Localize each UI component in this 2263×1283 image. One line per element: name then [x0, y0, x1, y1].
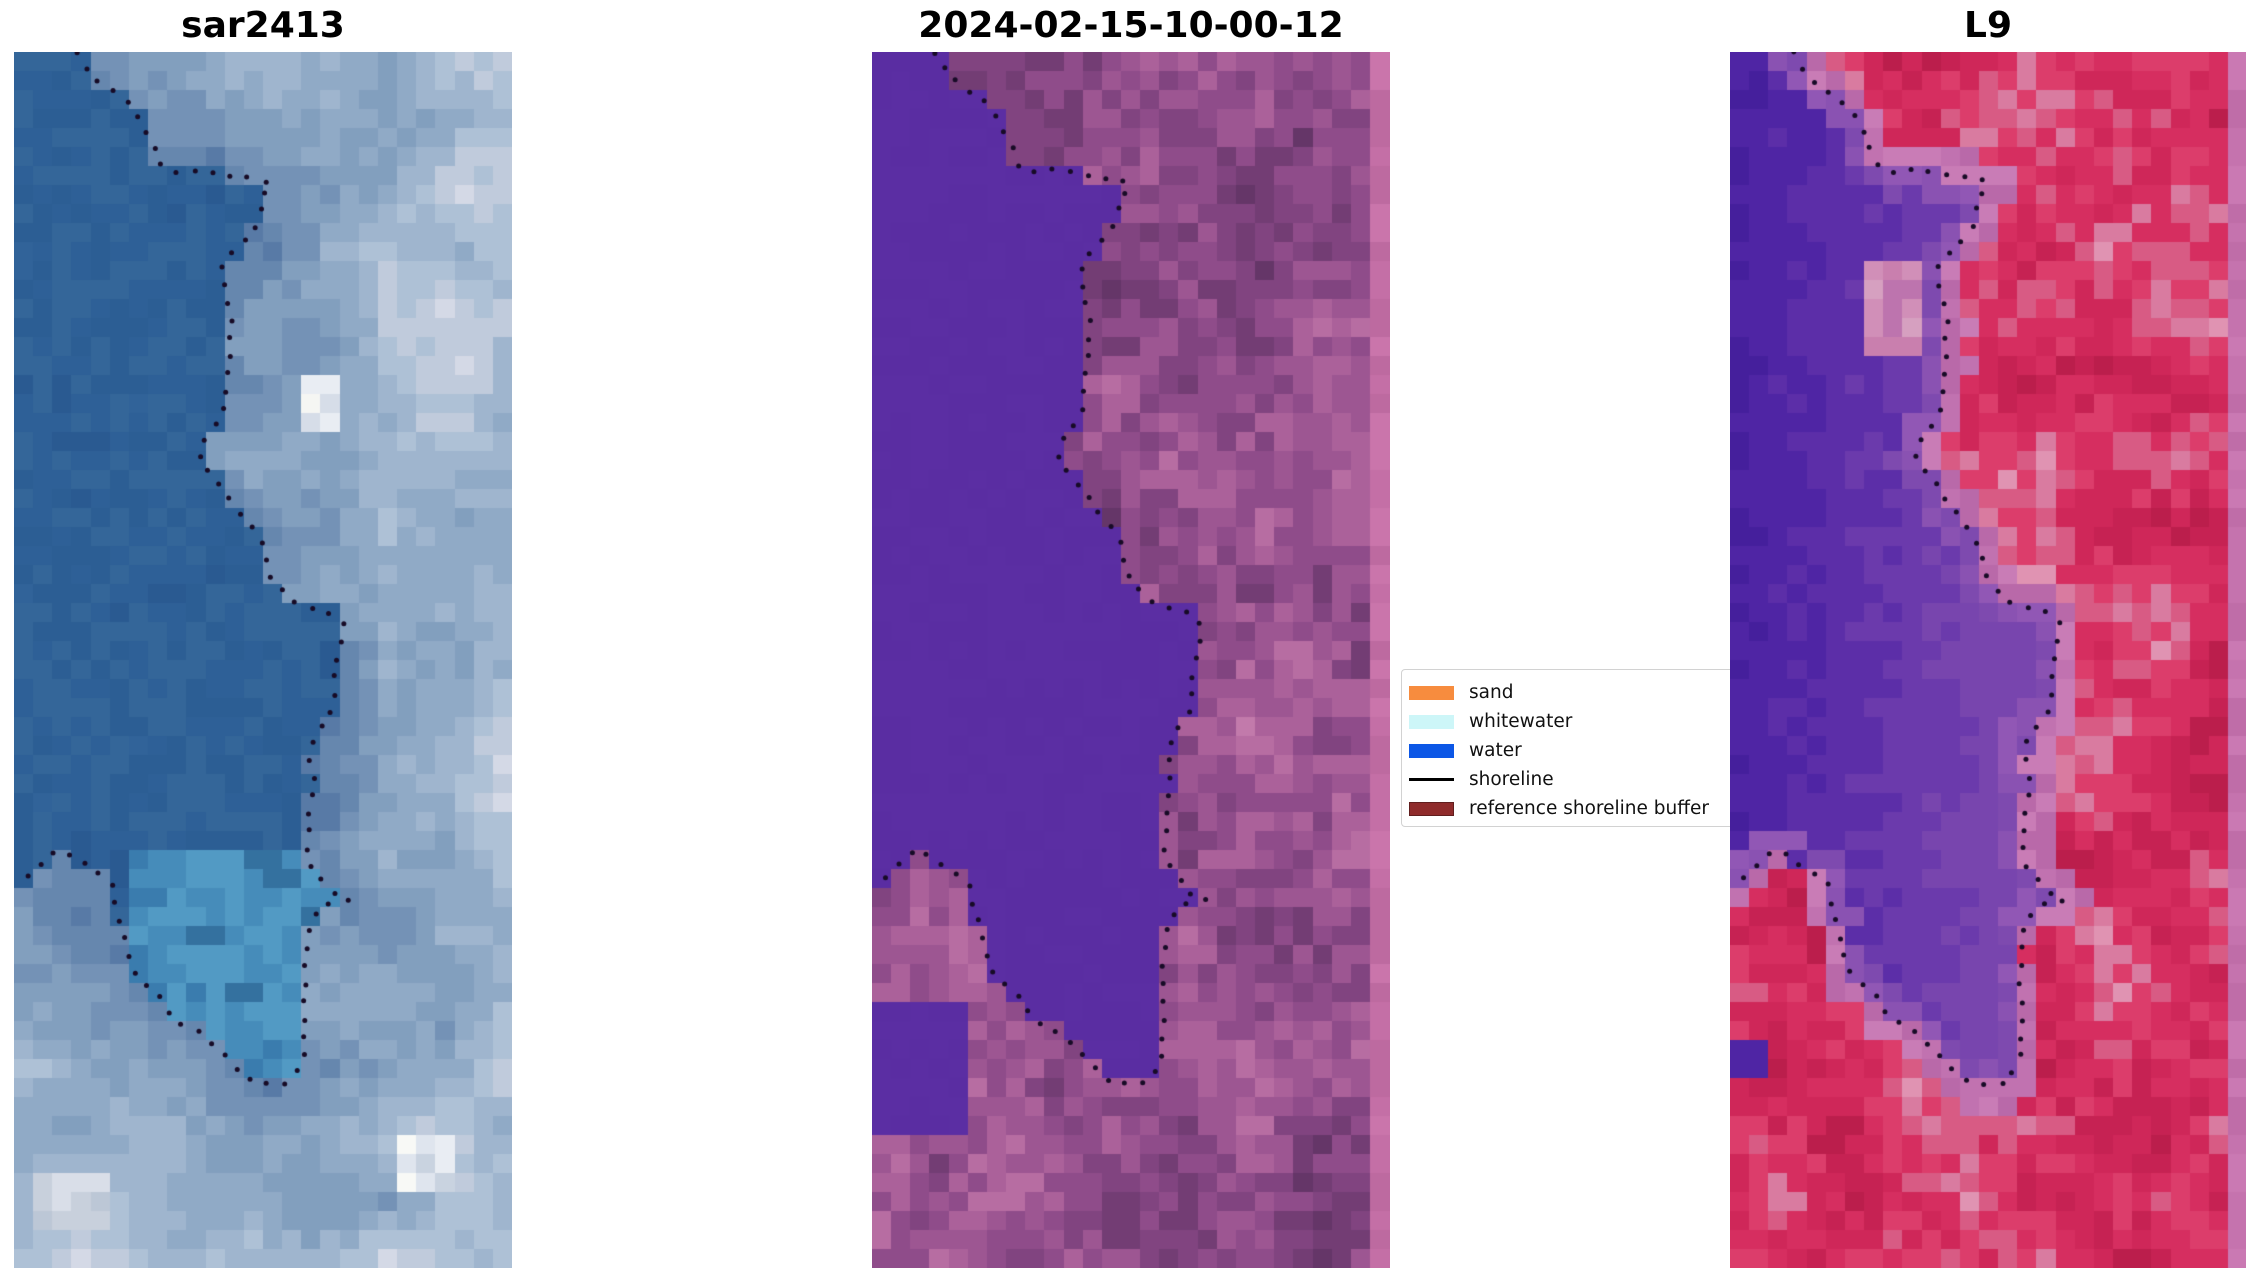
classified-image: [872, 52, 1390, 1268]
legend-entry-water: water: [1409, 736, 1744, 765]
legend: sand whitewater water shoreline reference sh…: [1401, 669, 1745, 827]
legend-entry-shoreline: shoreline: [1409, 765, 1744, 794]
sand-color-swatch: [1409, 685, 1454, 700]
sar-image: [14, 52, 512, 1268]
legend-entries: sand whitewater water shoreline reference sh…: [1409, 678, 1744, 823]
sar-panel: sar2413: [14, 6, 512, 1268]
legend-entry-whitewater: whitewater: [1409, 707, 1744, 736]
legend-label: water: [1469, 740, 1522, 761]
classified-panel: 2024-02-15-10-00-12: [872, 6, 1390, 1268]
classified-panel-title: 2024-02-15-10-00-12: [918, 5, 1344, 46]
legend-label: sand: [1469, 682, 1514, 703]
sar-panel-title: sar2413: [181, 5, 345, 46]
shoreline-line-swatch: [1409, 778, 1454, 781]
legend-entry-sand: sand: [1409, 678, 1744, 707]
legend-entry-reference-shoreline-buffer: reference shoreline buffer: [1409, 794, 1744, 823]
l9-image: [1730, 52, 2246, 1268]
l9-panel-title: L9: [1964, 5, 2012, 46]
water-color-swatch: [1409, 743, 1454, 758]
legend-label: reference shoreline buffer: [1469, 798, 1709, 819]
reference-color-swatch: [1409, 801, 1454, 816]
whitewater-color-swatch: [1409, 714, 1454, 729]
l9-panel: L9: [1730, 6, 2246, 1268]
legend-label: shoreline: [1469, 769, 1554, 790]
legend-label: whitewater: [1469, 711, 1573, 732]
